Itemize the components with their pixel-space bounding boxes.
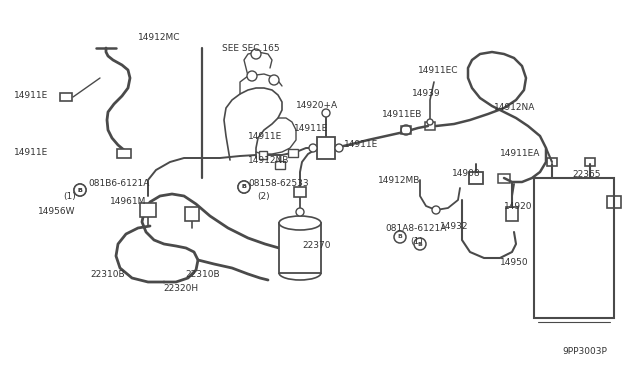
Circle shape [432,206,440,214]
Text: B: B [241,185,246,189]
Bar [425,122,435,130]
Text: 14956W: 14956W [38,207,76,216]
Bar [140,203,156,217]
Text: 14920+A: 14920+A [296,101,338,110]
Text: 14911E: 14911E [14,148,48,157]
Text: 14912NB: 14912NB [248,156,289,165]
Bar [185,207,199,221]
Bar [117,148,131,157]
Text: 14911EC: 14911EC [418,66,458,75]
Bar [288,149,298,157]
Bar [506,207,518,221]
Text: 22365: 22365 [572,170,600,179]
Bar [60,93,72,101]
Text: 14939: 14939 [412,89,440,98]
Text: 22310B: 22310B [185,270,220,279]
Text: 14920: 14920 [504,202,532,211]
Bar [585,158,595,166]
Text: 081A8-6121A: 081A8-6121A [385,224,446,233]
Text: 14912NA: 14912NA [494,103,536,112]
Bar [259,151,267,159]
Ellipse shape [279,216,321,230]
Text: 14911E: 14911E [14,91,48,100]
Bar [498,173,510,183]
Text: 22370: 22370 [302,241,330,250]
Text: 14908: 14908 [452,169,481,178]
Text: B: B [397,234,403,240]
Text: (1): (1) [410,237,423,246]
Text: 14911E: 14911E [248,132,282,141]
Text: 14911EA: 14911EA [500,149,540,158]
Text: 14911E: 14911E [344,140,378,149]
Circle shape [322,109,330,117]
Text: B: B [417,241,422,247]
Text: B: B [77,187,83,192]
Circle shape [427,119,433,125]
Circle shape [251,49,261,59]
Circle shape [238,181,250,193]
Text: 14950: 14950 [500,258,529,267]
Circle shape [74,184,86,196]
Circle shape [247,71,257,81]
Text: 081B6-6121A: 081B6-6121A [88,179,149,188]
Text: 14932: 14932 [440,222,468,231]
Circle shape [74,184,86,196]
Bar [607,196,621,208]
Circle shape [309,144,317,152]
Circle shape [414,238,426,250]
Circle shape [238,181,250,193]
Circle shape [401,125,411,135]
Bar [534,178,614,318]
Text: SEE SEC.165: SEE SEC.165 [222,44,280,53]
Text: B: B [77,187,83,192]
Text: 14911EB: 14911EB [382,110,422,119]
Text: 08158-62533: 08158-62533 [248,179,308,188]
Text: B: B [241,185,246,189]
Text: 14961M: 14961M [110,197,147,206]
Text: 14912MB: 14912MB [378,176,420,185]
Text: 22310B: 22310B [90,270,125,279]
Text: (1): (1) [63,192,76,201]
Text: 9PP3003P: 9PP3003P [562,347,607,356]
Bar [547,158,557,166]
Bar [275,161,285,169]
Text: 14912MC: 14912MC [138,33,180,42]
Circle shape [269,75,279,85]
Text: 22320H: 22320H [163,284,198,293]
Text: 14911E: 14911E [294,124,328,133]
Bar [401,126,411,134]
Circle shape [394,231,406,243]
Bar [279,223,321,273]
Bar [317,137,335,159]
Text: (2): (2) [257,192,269,201]
Bar [294,187,306,197]
Circle shape [335,144,343,152]
Circle shape [296,208,304,216]
Bar [469,172,483,184]
